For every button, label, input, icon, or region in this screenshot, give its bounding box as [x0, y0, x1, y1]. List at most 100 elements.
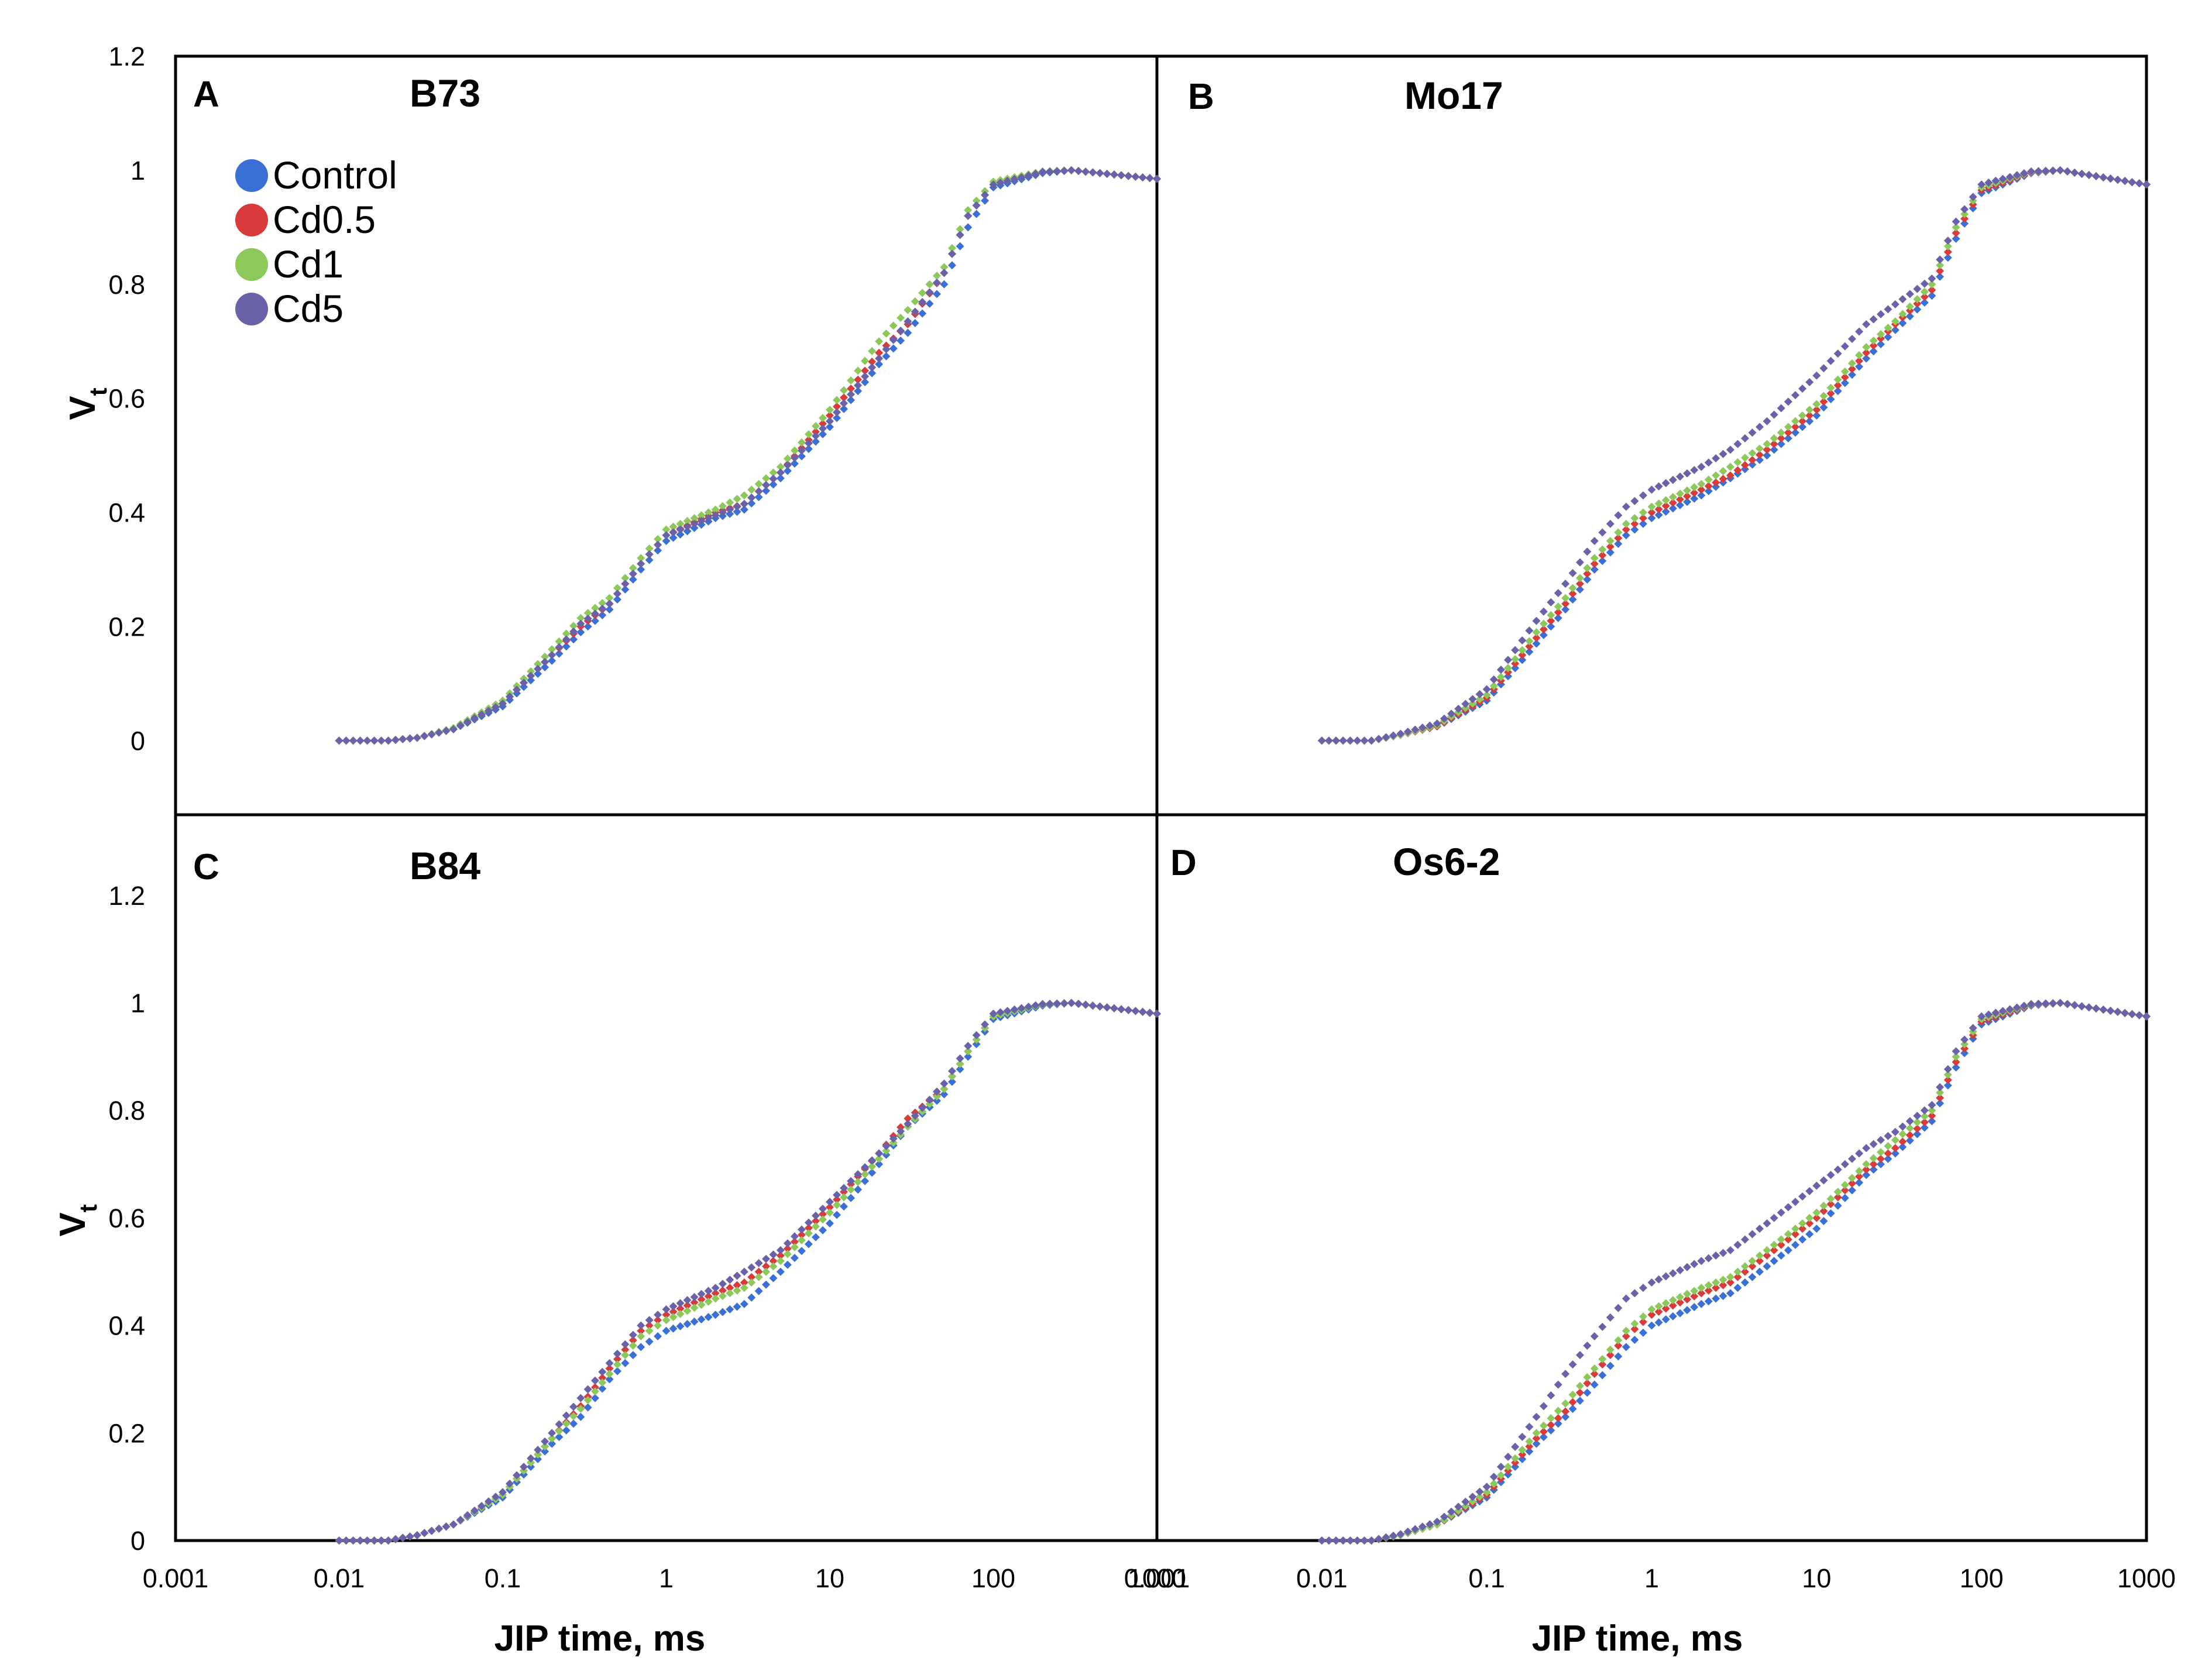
- data-point: [1145, 1008, 1154, 1017]
- data-point: [1690, 466, 1699, 475]
- data-point: [690, 1293, 699, 1302]
- data-point: [1583, 564, 1592, 572]
- data-point: [840, 1202, 849, 1211]
- data-point: [669, 1313, 678, 1322]
- data-point: [1920, 1112, 1929, 1121]
- data-point: [947, 1072, 956, 1081]
- data-point: [1697, 1257, 1706, 1265]
- data-point: [889, 1134, 898, 1143]
- y-tick-label-a-0: 1.2: [108, 42, 145, 71]
- data-point: [833, 402, 841, 411]
- data-point: [1748, 455, 1757, 464]
- data-point: [2056, 166, 2065, 174]
- data-point: [797, 1225, 806, 1234]
- data-point: [637, 1326, 645, 1335]
- data-point: [762, 1262, 771, 1271]
- data-point: [1943, 1076, 1952, 1085]
- data-point: [1518, 651, 1527, 660]
- data-point: [1346, 736, 1355, 745]
- data-point: [1554, 1407, 1562, 1415]
- data-point: [1583, 1342, 1592, 1350]
- data-point: [1928, 1112, 1936, 1120]
- data-point: [1819, 364, 1828, 373]
- data-point: [718, 1292, 727, 1301]
- data-point: [925, 288, 934, 297]
- data-point: [1489, 682, 1498, 691]
- data-point: [1884, 324, 1892, 332]
- data-point: [2142, 180, 2151, 189]
- data-point: [797, 1230, 806, 1239]
- data-point: [2113, 176, 2122, 184]
- data-point: [904, 1114, 912, 1123]
- data-point: [1010, 175, 1019, 184]
- data-point: [1654, 1307, 1663, 1316]
- data-point: [1647, 502, 1656, 511]
- data-point: [456, 1515, 465, 1524]
- data-point: [747, 1278, 756, 1287]
- data-point: [769, 1262, 778, 1271]
- data-point: [783, 461, 792, 469]
- data-point: [1683, 492, 1692, 500]
- data-point: [1454, 1503, 1463, 1511]
- data-point: [1074, 167, 1083, 176]
- data-point: [645, 555, 654, 564]
- data-point: [1511, 646, 1520, 654]
- data-point: [1784, 1246, 1792, 1254]
- data-point: [569, 1412, 578, 1421]
- data-point: [854, 375, 863, 384]
- data-point: [1339, 1536, 1348, 1545]
- data-point: [1898, 310, 1907, 318]
- series-cd5-panel-b: [1317, 166, 2151, 745]
- data-point: [2113, 1007, 2122, 1016]
- data-point: [1622, 502, 1630, 511]
- data-point: [662, 1305, 671, 1314]
- data-point: [1960, 1044, 1969, 1053]
- data-point: [726, 1275, 734, 1284]
- data-point: [1833, 375, 1842, 384]
- data-point: [1862, 354, 1871, 363]
- data-point: [932, 1092, 941, 1101]
- data-point: [621, 1351, 630, 1360]
- data-point: [534, 1455, 542, 1463]
- data-point: [1375, 735, 1383, 743]
- data-point: [854, 1185, 863, 1194]
- data-point: [925, 1095, 934, 1104]
- data-point: [1060, 166, 1069, 175]
- data-point: [1367, 1536, 1376, 1545]
- data-point: [562, 635, 571, 644]
- data-point: [740, 499, 748, 508]
- data-point: [1791, 428, 1799, 437]
- data-point: [1606, 1345, 1615, 1354]
- data-point: [1489, 1473, 1498, 1481]
- data-point: [783, 466, 792, 475]
- data-point: [669, 533, 678, 542]
- data-point: [1740, 1267, 1749, 1276]
- data-point: [1884, 1131, 1892, 1140]
- data-point: [769, 1274, 778, 1282]
- data-point: [797, 1247, 806, 1256]
- data-point: [1855, 1167, 1864, 1175]
- data-point: [1784, 1230, 1792, 1239]
- y-tick-label-a-5: 0.2: [108, 612, 145, 642]
- data-point: [613, 1355, 621, 1363]
- data-point: [1777, 440, 1785, 448]
- series-cd5-panel-d: [1317, 999, 2151, 1545]
- data-point: [1003, 177, 1012, 186]
- data-point: [726, 498, 734, 507]
- data-point: [1960, 1035, 1969, 1044]
- data-point: [1117, 1005, 1126, 1014]
- data-point: [797, 452, 806, 461]
- data-point: [1554, 613, 1562, 622]
- data-point: [1862, 320, 1871, 328]
- data-point: [826, 423, 834, 431]
- data-point: [683, 522, 692, 531]
- data-point: [645, 544, 654, 553]
- data-point: [1697, 1289, 1706, 1298]
- data-point: [1654, 1275, 1663, 1284]
- data-point: [484, 1497, 493, 1506]
- data-point: [1812, 411, 1821, 420]
- data-point: [1482, 1488, 1491, 1497]
- data-point: [1819, 1201, 1828, 1210]
- x-tick-label-d-5: 100: [1960, 1563, 2004, 1593]
- data-point: [1038, 1000, 1047, 1008]
